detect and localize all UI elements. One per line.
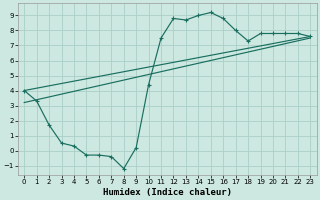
X-axis label: Humidex (Indice chaleur): Humidex (Indice chaleur) (103, 188, 232, 197)
